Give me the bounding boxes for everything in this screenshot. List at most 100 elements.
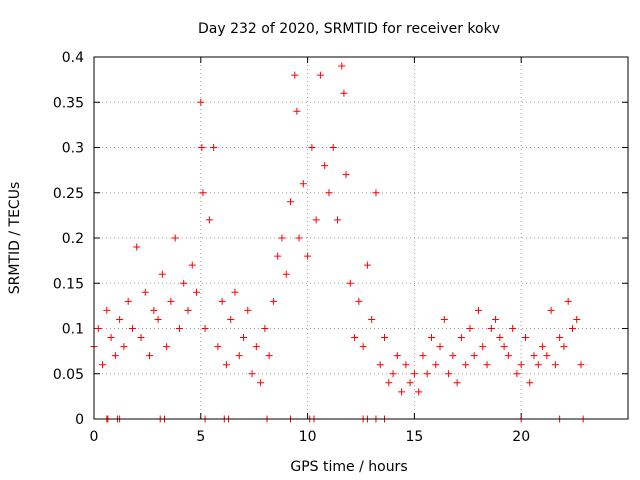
y-tick-label: 0.1 [62, 322, 84, 338]
data-point [146, 352, 154, 360]
data-point [453, 379, 461, 387]
data-point [210, 144, 218, 151]
y-tick-label: 0.2 [62, 231, 84, 247]
data-point [278, 234, 286, 242]
data-point [175, 325, 183, 332]
y-tick-label: 0.3 [62, 141, 84, 157]
data-point [406, 379, 414, 387]
data-point [321, 162, 329, 170]
data-point [198, 144, 206, 151]
data-point [466, 325, 474, 332]
data-point [99, 361, 107, 369]
data-point [201, 325, 209, 332]
data-point [402, 361, 410, 369]
data-point [410, 370, 418, 378]
data-point [231, 288, 239, 296]
data-point [308, 144, 316, 151]
tick-labels: 0 5 10 15 20 0 0.05 0.1 0.15 0.2 0.25 0.3 0.35 0.4 [53, 50, 530, 445]
chart-title: Day 232 of 2020, SRMTID for receiver kok… [198, 21, 500, 37]
data-point [470, 352, 478, 360]
data-point [116, 315, 124, 323]
data-point [199, 189, 207, 197]
data-point [218, 297, 226, 305]
data-point [393, 352, 401, 360]
data-point [163, 343, 171, 351]
data-point [325, 189, 333, 197]
data-point [445, 370, 453, 378]
data-point [240, 334, 248, 342]
data-point [158, 270, 166, 278]
data-point [530, 352, 538, 360]
data-point [573, 315, 581, 323]
x-tick-label: 20 [512, 429, 530, 445]
data-point [265, 352, 273, 360]
x-tick-label: 0 [90, 429, 99, 445]
data-point [293, 107, 301, 115]
data-point [440, 315, 448, 323]
data-point [509, 325, 517, 332]
y-tick-label: 0.15 [53, 276, 84, 292]
data-point [517, 361, 525, 369]
data-point [295, 234, 303, 242]
x-tick-label: 5 [196, 429, 205, 445]
data-point [184, 306, 192, 314]
y-tick-label: 0.25 [53, 186, 84, 202]
data-point [372, 189, 380, 197]
data-point [261, 325, 269, 332]
data-point [171, 234, 179, 242]
data-point [124, 297, 132, 305]
data-point [355, 297, 363, 305]
data-point [312, 216, 320, 224]
data-point [368, 315, 376, 323]
data-point [248, 370, 256, 378]
data-point [376, 361, 384, 369]
data-point [547, 306, 555, 314]
data-point [103, 306, 111, 314]
data-point [94, 325, 102, 332]
data-point [111, 352, 119, 360]
data-point [128, 325, 136, 332]
x-axis-label: GPS time / hours [290, 459, 407, 475]
data-point [235, 352, 243, 360]
grid-lines [94, 57, 628, 419]
data-point [257, 379, 265, 387]
data-point [415, 388, 423, 396]
data-point [338, 62, 346, 70]
data-point [304, 252, 312, 260]
data-point [188, 261, 196, 269]
data-point [551, 361, 559, 369]
data-point [449, 352, 457, 360]
data-point [205, 216, 213, 224]
data-point [496, 334, 504, 342]
data-point [141, 288, 149, 296]
data-point [398, 388, 406, 396]
data-point [543, 352, 551, 360]
data-point [334, 216, 342, 224]
data-point [316, 71, 324, 79]
data-point [252, 343, 260, 351]
data-point [180, 279, 188, 287]
data-point [526, 379, 534, 387]
data-point [479, 343, 487, 351]
data-point [564, 297, 572, 305]
data-point [120, 343, 128, 351]
x-tick-label: 15 [405, 429, 423, 445]
data-point [137, 334, 145, 342]
data-point [483, 361, 491, 369]
data-point [462, 361, 470, 369]
data-point [432, 361, 440, 369]
data-point [274, 252, 282, 260]
data-point [150, 306, 158, 314]
data-point [385, 379, 393, 387]
data-point [474, 306, 482, 314]
x-tick-label: 10 [299, 429, 317, 445]
data-point [346, 279, 354, 287]
data-point [359, 343, 367, 351]
y-tick-label: 0.4 [62, 50, 84, 66]
plot-frame [93, 56, 629, 420]
data-point [457, 334, 465, 342]
data-point [287, 198, 295, 206]
data-point [568, 325, 576, 332]
data-point [291, 71, 299, 79]
